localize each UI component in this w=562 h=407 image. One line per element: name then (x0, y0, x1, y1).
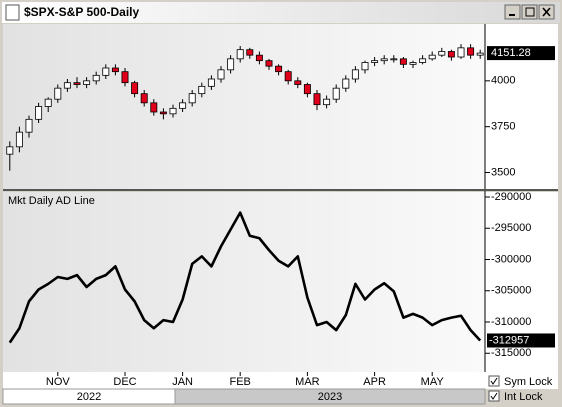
y-tick-label: -295000 (491, 222, 531, 234)
candle-body (390, 58, 398, 61)
candle-body (332, 87, 340, 100)
candle-body (131, 82, 139, 95)
x-tick-label: APR (363, 376, 386, 388)
checkbox-label[interactable]: Int Lock (504, 391, 543, 403)
checkbox-label[interactable]: Sym Lock (504, 376, 553, 388)
last-value-label: 4151.28 (491, 47, 531, 59)
candle-body (457, 47, 465, 58)
candle-body (169, 107, 177, 115)
candle-body (399, 58, 407, 65)
panel-title: Mkt Daily AD Line (8, 195, 95, 207)
candle-body (159, 111, 167, 115)
x-axis (3, 372, 558, 389)
candle-body (236, 49, 244, 60)
check (490, 377, 498, 385)
x-tick-label: DEC (113, 376, 136, 388)
candle-body (275, 65, 283, 73)
candle-body (54, 87, 62, 100)
icon (525, 7, 535, 17)
candle-body (303, 84, 311, 95)
y-tick-label: -305000 (491, 285, 531, 297)
candle-body (409, 62, 417, 65)
candle-body (351, 69, 359, 80)
candle-body (35, 106, 43, 120)
ad-line (8, 211, 482, 344)
window-buttons[interactable] (504, 4, 555, 20)
last-value-label: -312957 (489, 334, 529, 346)
candle-body (227, 58, 235, 71)
year-box (174, 388, 486, 405)
y-tick-label: -290000 (491, 191, 531, 203)
x-tick-label: JAN (172, 376, 193, 388)
title-bar (2, 2, 560, 23)
candle-body (188, 93, 196, 104)
check (490, 392, 498, 400)
y-tick-label: -300000 (491, 253, 531, 265)
checkbox[interactable] (488, 390, 500, 402)
candle-body (313, 93, 321, 106)
candle-body (294, 80, 302, 85)
y-tick-label: 4000 (491, 75, 515, 87)
candle-body (265, 60, 273, 67)
candle-body (342, 78, 350, 89)
window-icon (5, 4, 20, 21)
candle-body (428, 54, 436, 60)
candle-body (73, 82, 81, 85)
candle-body (438, 51, 446, 56)
candle-body (198, 85, 206, 95)
y-tick-label: -310000 (491, 316, 531, 328)
candle-body (447, 51, 455, 58)
candle-body (323, 98, 331, 106)
candle-body (63, 82, 71, 89)
candle-body (111, 67, 119, 73)
y-tick-label: 3500 (491, 166, 515, 178)
x-tick-label: NOV (46, 376, 71, 388)
candle-body (371, 60, 379, 63)
candle-body (380, 58, 388, 62)
candle-body (419, 58, 427, 63)
x-tick-label: MAR (295, 376, 320, 388)
candle-body (476, 52, 484, 56)
last-value-box (487, 46, 555, 61)
candle-body (83, 80, 91, 85)
window-title: $SPX-S&P 500-Daily (24, 5, 139, 19)
candle-body (92, 74, 100, 82)
icon (542, 7, 551, 17)
candle-body (140, 93, 148, 104)
candle-body (44, 98, 52, 107)
maximize-button[interactable] (521, 4, 538, 20)
candle-body (121, 71, 129, 84)
candle-body (207, 78, 215, 87)
y-tick-label: -315000 (491, 347, 531, 359)
candle-body (284, 71, 292, 82)
y-tick-label: 3750 (491, 121, 515, 133)
year-label: 2023 (318, 391, 342, 403)
candle-body (15, 131, 23, 148)
checkbox[interactable] (488, 375, 500, 387)
candle-body (179, 102, 187, 109)
price-panel (3, 24, 485, 189)
candle-body (25, 118, 33, 133)
candle-body (102, 67, 110, 76)
x-tick-label: MAY (421, 376, 445, 388)
minimize-button[interactable] (504, 4, 521, 20)
candle-body (246, 49, 254, 56)
candle-body (467, 47, 475, 56)
candle-body (217, 69, 225, 80)
candle-body (255, 54, 263, 62)
candle-body (361, 62, 369, 71)
candle-body (150, 102, 158, 113)
last-value-box (487, 333, 555, 348)
year-label: 2022 (77, 391, 101, 403)
x-tick-label: FEB (229, 376, 250, 388)
candle-body (6, 146, 14, 155)
